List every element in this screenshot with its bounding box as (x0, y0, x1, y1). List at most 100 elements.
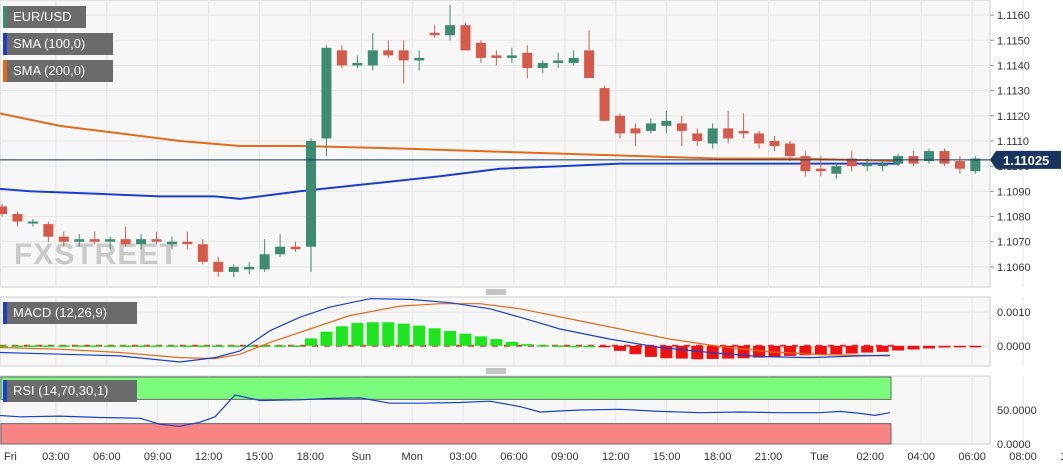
candle-body (568, 57, 579, 63)
legend-eurusd[interactable]: EUR/USD (3, 6, 86, 28)
candle-down (398, 40, 409, 84)
candle-body (506, 55, 517, 58)
candle-down (213, 256, 224, 277)
legend-sma100[interactable]: SMA (100,0) (3, 33, 113, 55)
candle-body (970, 158, 981, 172)
macd-histogram-bar (969, 345, 982, 348)
x-tick-label: 10:00 (1060, 451, 1063, 463)
candle-up (877, 161, 888, 172)
candle-down (630, 123, 641, 147)
x-tick-label: 12:00 (602, 451, 630, 463)
macd-histogram-bar (243, 345, 256, 347)
candle-body (723, 128, 734, 139)
last-price-tag (990, 150, 1061, 169)
macd-histogram-bar (88, 345, 101, 347)
candle-down (800, 151, 811, 177)
macd-histogram-bar (521, 344, 534, 346)
legend-sma200[interactable]: SMA (200,0) (3, 60, 113, 82)
candle-body (136, 239, 147, 245)
x-tick-label: 06:00 (958, 451, 986, 463)
candle-down (846, 151, 857, 172)
candle-down (429, 25, 440, 38)
macd-histogram-bar (923, 345, 935, 349)
macd-histogram-bar (505, 341, 518, 346)
macd-histogram-bar (366, 322, 379, 346)
candle-up (568, 50, 579, 66)
candle-body (197, 244, 208, 262)
macd-histogram-bar (0, 345, 8, 347)
rsi-y-tick-label: 50.0000 (997, 405, 1037, 417)
macd-label-text: MACD (12,26,9) (13, 305, 107, 320)
candle-up (831, 163, 842, 179)
candle-down (584, 30, 595, 79)
candle-body (89, 239, 100, 242)
macd-histogram-bar (397, 323, 410, 346)
macd-histogram-bar (722, 345, 735, 359)
x-tick-label: Mon (401, 451, 422, 463)
candle-body (707, 128, 718, 144)
candle-body (259, 254, 270, 270)
y-tick-label: 1.1120 (997, 111, 1030, 123)
candle-down (692, 128, 703, 147)
macd-histogram-bar (598, 345, 611, 348)
macd-histogram-bar (474, 336, 487, 346)
x-tick-label: 09:00 (551, 451, 579, 463)
candle-body (676, 123, 687, 131)
candle-up (645, 118, 656, 134)
candle-body (228, 266, 239, 272)
macd-label[interactable]: MACD (12,26,9) (3, 302, 137, 324)
candle-body (754, 133, 765, 144)
candle-body (120, 239, 131, 245)
candle-body (166, 241, 177, 245)
rsi-label[interactable]: RSI (14,70,30,1) (3, 380, 137, 402)
macd-histogram-bar (73, 345, 86, 347)
candle-body (398, 50, 409, 61)
candle-down (599, 85, 610, 121)
legend-sma200-label: SMA (200,0) (13, 63, 86, 78)
sma200-line (0, 112, 901, 163)
macd-histogram-bar (814, 345, 827, 355)
candle-body (939, 151, 950, 164)
macd-histogram-bar (567, 345, 580, 348)
macd-histogram-bar (938, 345, 951, 348)
macd-histogram-bar (135, 345, 148, 347)
candle-down (723, 110, 734, 144)
x-tick-label: 21:00 (755, 451, 783, 463)
candle-down (475, 40, 486, 63)
candle-body (58, 236, 69, 242)
candle-up (367, 32, 378, 71)
candle-up (136, 234, 147, 250)
candle-up (924, 148, 934, 164)
macd-histogram-bar (536, 345, 549, 347)
macd-histogram-bar (783, 345, 796, 356)
sma100-line (0, 162, 900, 200)
candle-body (615, 115, 625, 134)
candle-body (74, 239, 85, 242)
candle-down (151, 231, 162, 245)
candle-up (275, 234, 286, 257)
candle-up (506, 47, 517, 63)
candle-body (599, 88, 610, 121)
macd-histogram-bar (845, 345, 858, 354)
y-tick-label: 1.1090 (997, 186, 1031, 198)
candle-down (182, 231, 193, 250)
candle-body (105, 239, 116, 242)
rsi-label-text: RSI (14,70,30,1) (13, 383, 109, 398)
macd-histogram-bar (861, 345, 874, 353)
macd-histogram-bar (490, 339, 503, 346)
macd-histogram-bar (335, 326, 348, 346)
macd-histogram-bar (892, 345, 905, 351)
macd-plot-area (0, 296, 991, 367)
y-tick-label: 1.1060 (997, 262, 1031, 274)
rsi-y-tick-label: 0.0000 (997, 439, 1031, 451)
macd-histogram-bar (629, 345, 642, 355)
candle-down (769, 135, 780, 152)
macd-histogram-bar (26, 345, 39, 347)
candle-body (537, 62, 548, 68)
y-tick-label: 1.1160 (997, 10, 1030, 22)
candle-body (367, 50, 378, 66)
legend-eurusd-swatch (3, 6, 7, 28)
candle-down (939, 148, 950, 167)
candle-down (89, 231, 100, 245)
candle-down (383, 40, 394, 58)
